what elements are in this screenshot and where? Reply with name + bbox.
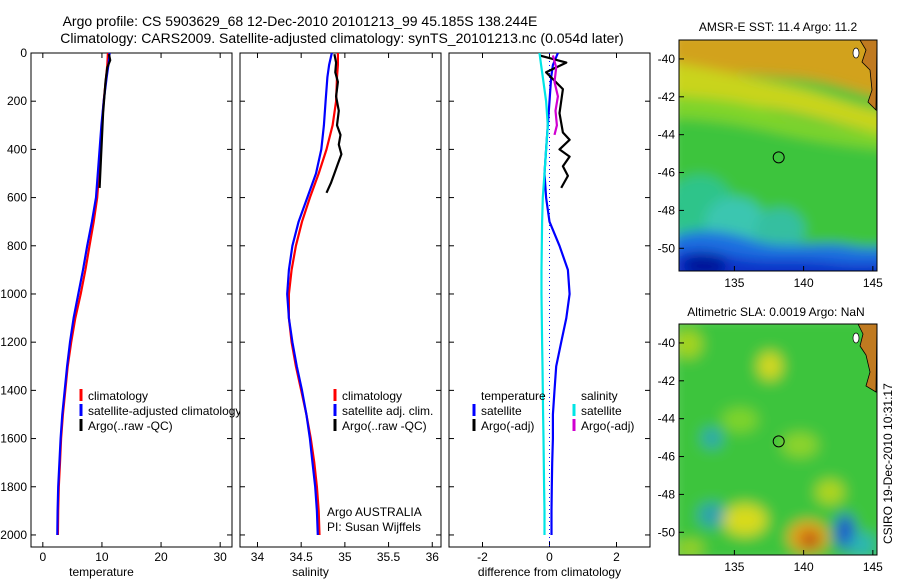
difference-series-line xyxy=(539,54,571,189)
salinity-panel: 34 34.5 35 35.5 36 salinity climatologysatelli… xyxy=(239,52,442,579)
depth-tick-label: 600 xyxy=(7,191,27,205)
depth-tick-label: 2000 xyxy=(0,528,27,542)
temperature-panel: 0 10 20 30 0 200 400 600 800 1000 1200 1400 1600 1800… xyxy=(0,46,241,579)
depth-tick-label: 1600 xyxy=(0,432,27,446)
depth-tick-label: 0 xyxy=(20,46,27,60)
depth-tick-label: 400 xyxy=(7,142,27,156)
sla_map-ytick-label: -48 xyxy=(658,487,676,501)
salinity-xlabel: salinity xyxy=(292,565,329,579)
legend-temperature-label: Argo(-adj) xyxy=(481,419,534,433)
sla_map-ytick-label: -44 xyxy=(658,412,676,426)
sla-map-title: Altimetric SLA: 0.0019 Argo: NaN xyxy=(687,305,864,319)
sla_map-ytick-label: -42 xyxy=(658,374,676,388)
institution-label: Argo AUSTRALIA xyxy=(327,505,422,519)
timestamp-stamp: CSIRO 19-Dec-2010 10:31:17 xyxy=(881,383,895,544)
sst_map-xtick-label: 145 xyxy=(863,276,883,290)
difference-xtick-label: 0 xyxy=(546,550,553,564)
sla-map-field xyxy=(679,324,877,555)
salinity-legend-label: Argo(..raw -QC) xyxy=(342,419,427,433)
legend-salinity-label: Argo(-adj) xyxy=(581,419,634,433)
sla-map-float-position xyxy=(772,435,785,448)
legend-temperature-label: satellite xyxy=(481,404,522,418)
sst_map-ytick-label: -50 xyxy=(658,241,676,255)
difference-series-line xyxy=(543,52,571,535)
difference-xtick-label: 2 xyxy=(613,550,620,564)
temperature-xtick-label: 30 xyxy=(213,550,227,564)
depth-tick-label: 1200 xyxy=(0,335,27,349)
temperature-xtick-label: 0 xyxy=(39,550,46,564)
sst-map-float-position xyxy=(772,151,785,164)
sst_map-xtick-label: 140 xyxy=(794,276,814,290)
sst_map-xtick-label: 135 xyxy=(724,276,744,290)
figure-title-line1: Argo profile: CS 5903629_68 12-Dec-2010 … xyxy=(63,13,538,29)
difference-xtick-label: -2 xyxy=(477,550,488,564)
legend-salinity-title: salinity xyxy=(581,389,618,403)
sla-map-axes: 135 140 145 -40 -42 -44 -46 -48 -50 xyxy=(658,336,884,574)
difference-xlabel: difference from climatology xyxy=(478,565,621,579)
depth-tick-label: 1800 xyxy=(0,480,27,494)
difference-axes-box xyxy=(448,52,651,548)
temperature-xlabel: temperature xyxy=(69,565,134,579)
salinity-xtick-label: 34.5 xyxy=(289,550,313,564)
temperature-xtick-label: 10 xyxy=(95,550,109,564)
salinity-series-line xyxy=(286,52,333,536)
legend-salinity-label: satellite xyxy=(581,404,622,418)
sla_map-xtick-label: 140 xyxy=(794,560,814,574)
salinity-series-line xyxy=(325,53,343,194)
sst_map-ytick-label: -40 xyxy=(658,52,676,66)
salinity-xtick-label: 35 xyxy=(338,550,352,564)
sst_map-ytick-label: -42 xyxy=(658,90,676,104)
sst_map-ytick-label: -48 xyxy=(658,203,676,217)
depth-tick-label: 800 xyxy=(7,239,27,253)
difference-series-line xyxy=(538,52,549,535)
temperature-legend-label: satellite-adjusted climatology xyxy=(88,404,241,418)
sst-map-axes: 135 140 145 -40 -42 -44 -46 -48 -50 xyxy=(658,52,884,290)
temperature-legend-label: climatology xyxy=(88,389,148,403)
salinity-xtick-label: 36 xyxy=(426,550,440,564)
salinity-xtick-label: 34 xyxy=(251,550,265,564)
pi-label: PI: Susan Wijffels xyxy=(327,520,421,534)
salinity-legend-label: satellite adj. clim. xyxy=(342,404,433,418)
temperature-axes-box xyxy=(30,52,233,548)
depth-tick-label: 1000 xyxy=(0,287,27,301)
legend-temperature-title: temperature xyxy=(481,389,546,403)
sst_map-ytick-label: -46 xyxy=(658,166,676,180)
sst_map-ytick-label: -44 xyxy=(658,128,676,142)
salinity-legend-label: climatology xyxy=(342,389,402,403)
sla_map-xtick-label: 135 xyxy=(724,560,744,574)
sst-map-frame xyxy=(678,39,878,272)
depth-tick-label: 200 xyxy=(7,94,27,108)
sla_map-ytick-label: -46 xyxy=(658,450,676,464)
temperature-legend-label: Argo(..raw -QC) xyxy=(88,419,173,433)
temperature-series-line xyxy=(98,53,112,188)
figure-title-line2: Climatology: CARS2009. Satellite-adjuste… xyxy=(60,30,623,46)
temperature-xtick-label: 20 xyxy=(154,550,168,564)
salinity-series-line xyxy=(287,53,339,536)
salinity-axes-box xyxy=(239,52,442,548)
sla_map-ytick-label: -40 xyxy=(658,336,676,350)
sst-map-title: AMSR-E SST: 11.4 Argo: 11.2 xyxy=(699,20,858,34)
sla_map-ytick-label: -50 xyxy=(658,525,676,539)
salinity-xtick-label: 35.5 xyxy=(377,550,401,564)
sst-map-field xyxy=(679,40,877,271)
sla_map-xtick-label: 145 xyxy=(863,560,883,574)
sla-map-frame xyxy=(678,323,878,556)
depth-tick-label: 1400 xyxy=(0,383,27,397)
difference-series-line xyxy=(551,55,560,136)
